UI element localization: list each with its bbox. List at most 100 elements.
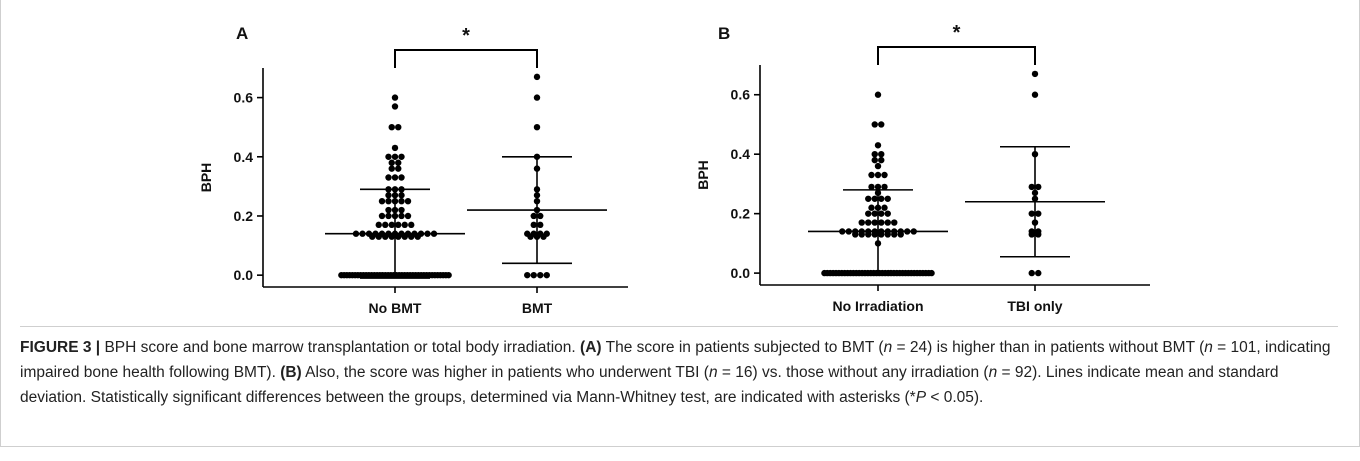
y-tick-label: 0.2 xyxy=(731,206,751,222)
data-point xyxy=(395,123,402,131)
data-point xyxy=(871,219,878,226)
data-point xyxy=(878,156,885,164)
data-point xyxy=(891,219,898,226)
data-point xyxy=(874,142,882,149)
data-point xyxy=(385,192,392,199)
caption-text: Also, the score was higher in patients w… xyxy=(301,364,709,381)
data-point xyxy=(408,221,415,229)
data-point xyxy=(865,219,872,226)
data-point xyxy=(395,165,402,172)
caption-text: BPH score and bone marrow transplantatio… xyxy=(100,339,581,356)
data-point xyxy=(1035,210,1042,217)
y-tick-label: 0.2 xyxy=(234,208,254,224)
data-point xyxy=(385,206,392,214)
y-tick-label: 0.4 xyxy=(731,146,751,162)
data-point xyxy=(871,150,878,158)
caption-text: (B) xyxy=(280,364,302,381)
data-point xyxy=(543,271,550,279)
caption-text: = 101, indicating impaired bone health f… xyxy=(20,339,1331,381)
data-point xyxy=(868,171,875,179)
data-point xyxy=(874,162,882,170)
panel-label: A xyxy=(236,24,248,43)
data-point xyxy=(537,271,544,279)
data-point xyxy=(524,271,531,279)
significance-star: * xyxy=(462,25,470,47)
data-point xyxy=(378,212,386,220)
data-point xyxy=(858,219,865,226)
significance-bracket xyxy=(877,46,1036,65)
data-point xyxy=(391,174,399,181)
caption-text: n xyxy=(1204,339,1213,356)
data-point xyxy=(391,103,399,110)
data-point xyxy=(884,210,891,217)
data-point xyxy=(388,159,395,166)
data-point xyxy=(398,206,405,214)
y-axis-label: BPH xyxy=(695,160,711,190)
data-point xyxy=(881,171,888,179)
data-point xyxy=(382,221,389,229)
data-point xyxy=(1028,228,1035,235)
data-point xyxy=(404,212,412,220)
data-point xyxy=(537,230,544,237)
data-point xyxy=(1035,269,1042,277)
data-point xyxy=(530,221,537,229)
data-point xyxy=(543,230,550,237)
data-point xyxy=(884,219,891,226)
y-axis-label: BPH xyxy=(198,163,214,193)
caption-text: = 24) is higher than in patients without… xyxy=(892,339,1205,356)
caption-text: (A) xyxy=(580,339,602,356)
data-point xyxy=(391,153,399,160)
data-point xyxy=(533,123,541,131)
data-point xyxy=(1028,269,1035,277)
caption-text: n xyxy=(883,339,893,356)
data-point xyxy=(868,204,875,211)
data-point xyxy=(871,195,878,202)
caption-text: The score in patients subjected to BMT ( xyxy=(601,339,884,356)
data-point xyxy=(533,94,541,101)
caption-text: < 0.05). xyxy=(926,389,984,406)
data-point xyxy=(401,221,408,229)
data-point xyxy=(928,269,935,277)
data-point xyxy=(524,230,531,237)
data-point xyxy=(878,210,885,217)
caption-text: P xyxy=(915,389,927,406)
x-tick-label: BMT xyxy=(522,300,553,316)
data-point xyxy=(881,204,888,211)
data-point xyxy=(871,121,878,128)
data-point xyxy=(530,271,537,279)
data-point xyxy=(868,183,875,191)
data-point xyxy=(445,271,452,279)
data-point xyxy=(871,210,878,217)
figure-charts: A BPH 0.0 0.2 0.4 0.6 No BMT BMT * B BPH 0.0 0.2 0.4 0… xyxy=(198,22,1150,316)
data-point xyxy=(378,197,386,205)
caption-text: n xyxy=(708,364,718,381)
data-point xyxy=(874,183,882,191)
data-point xyxy=(878,121,885,128)
data-point xyxy=(871,156,878,164)
caption-text: FIGURE 3 | xyxy=(20,339,101,356)
data-point xyxy=(388,123,395,131)
data-point xyxy=(1028,183,1035,191)
data-point xyxy=(533,73,541,81)
data-point xyxy=(398,192,405,199)
data-point xyxy=(385,153,392,160)
data-point xyxy=(884,195,891,202)
significance-bracket xyxy=(394,49,538,68)
data-point xyxy=(391,94,399,101)
data-point xyxy=(395,159,402,166)
data-point xyxy=(1028,210,1035,217)
y-tick-label: 0.6 xyxy=(234,90,254,106)
data-point xyxy=(1031,91,1039,98)
y-tick-label: 0.0 xyxy=(234,267,254,283)
x-tick-label: No BMT xyxy=(369,300,422,316)
caption-text: = 92). Lines indicate mean and standard … xyxy=(20,364,1279,406)
data-point xyxy=(395,221,402,229)
data-point xyxy=(874,171,882,179)
data-point xyxy=(398,212,405,220)
data-point xyxy=(878,219,885,226)
data-point xyxy=(537,221,544,229)
data-point xyxy=(388,221,395,229)
data-point xyxy=(1035,228,1042,235)
data-point xyxy=(398,153,405,160)
